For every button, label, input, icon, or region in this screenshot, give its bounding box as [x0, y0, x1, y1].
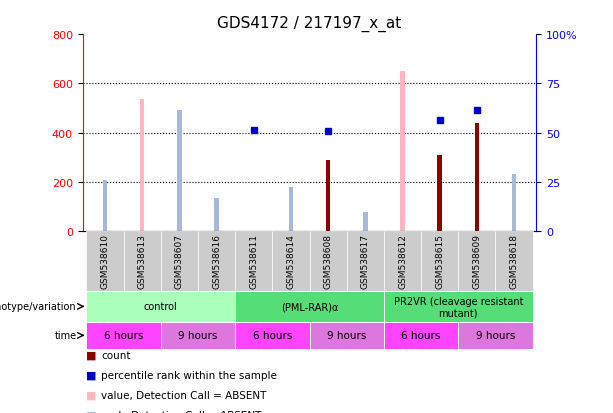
Text: control: control [144, 301, 178, 312]
Text: GSM538609: GSM538609 [473, 234, 481, 289]
Text: GSM538611: GSM538611 [249, 234, 258, 289]
Bar [289, 187, 293, 231]
Bar [384, 322, 459, 349]
Bar [103, 181, 107, 231]
Text: ■: ■ [86, 370, 96, 380]
Bar [215, 198, 219, 231]
Text: GSM538617: GSM538617 [361, 234, 370, 289]
Text: GSM538614: GSM538614 [286, 234, 295, 289]
Text: GSM538610: GSM538610 [101, 234, 110, 289]
Text: percentile rank within the sample: percentile rank within the sample [101, 370, 277, 380]
Text: PR2VR (cleavage resistant
mutant): PR2VR (cleavage resistant mutant) [394, 296, 523, 318]
Bar [512, 195, 516, 231]
Bar [512, 175, 516, 231]
Text: ■: ■ [86, 390, 96, 400]
Bar [310, 231, 347, 291]
Bar [363, 213, 368, 231]
Bar [235, 291, 384, 322]
Text: 9 hours: 9 hours [476, 330, 515, 341]
Bar [272, 231, 310, 291]
Bar [235, 231, 272, 291]
Bar [459, 231, 495, 291]
Text: 9 hours: 9 hours [327, 330, 367, 341]
Bar [421, 231, 459, 291]
Text: (PML-RAR)α: (PML-RAR)α [281, 301, 338, 312]
Text: 6 hours: 6 hours [104, 330, 143, 341]
Bar [289, 219, 293, 231]
Bar [198, 231, 235, 291]
Bar [140, 100, 145, 231]
Text: count: count [101, 350, 131, 360]
Bar [347, 231, 384, 291]
Bar [215, 213, 219, 231]
Bar [86, 322, 161, 349]
Text: 9 hours: 9 hours [178, 330, 218, 341]
Text: GSM538608: GSM538608 [324, 234, 333, 289]
Text: GSM538618: GSM538618 [509, 234, 519, 289]
Text: ■: ■ [86, 410, 96, 413]
Bar [124, 231, 161, 291]
Bar [103, 213, 107, 231]
Text: GSM538613: GSM538613 [138, 234, 147, 289]
Bar [495, 231, 533, 291]
Bar [310, 322, 384, 349]
Bar [438, 155, 442, 231]
Title: GDS4172 / 217197_x_at: GDS4172 / 217197_x_at [218, 16, 402, 32]
Bar [161, 231, 198, 291]
Text: 6 hours: 6 hours [402, 330, 441, 341]
Text: 6 hours: 6 hours [253, 330, 292, 341]
Text: value, Detection Call = ABSENT: value, Detection Call = ABSENT [101, 390, 267, 400]
Bar [459, 322, 533, 349]
Bar [177, 119, 181, 231]
Bar [177, 111, 181, 231]
Text: time: time [55, 330, 77, 341]
Text: genotype/variation: genotype/variation [0, 301, 77, 312]
Bar [474, 123, 479, 231]
Text: GSM538607: GSM538607 [175, 234, 184, 289]
Bar [86, 231, 124, 291]
Text: ■: ■ [86, 350, 96, 360]
Bar [326, 160, 330, 231]
Bar [400, 72, 405, 231]
Text: GSM538616: GSM538616 [212, 234, 221, 289]
Bar [86, 291, 235, 322]
Text: GSM538615: GSM538615 [435, 234, 444, 289]
Bar [235, 322, 310, 349]
Bar [384, 291, 533, 322]
Bar [384, 231, 421, 291]
Bar [161, 322, 235, 349]
Text: GSM538612: GSM538612 [398, 234, 407, 289]
Text: rank, Detection Call = ABSENT: rank, Detection Call = ABSENT [101, 410, 262, 413]
